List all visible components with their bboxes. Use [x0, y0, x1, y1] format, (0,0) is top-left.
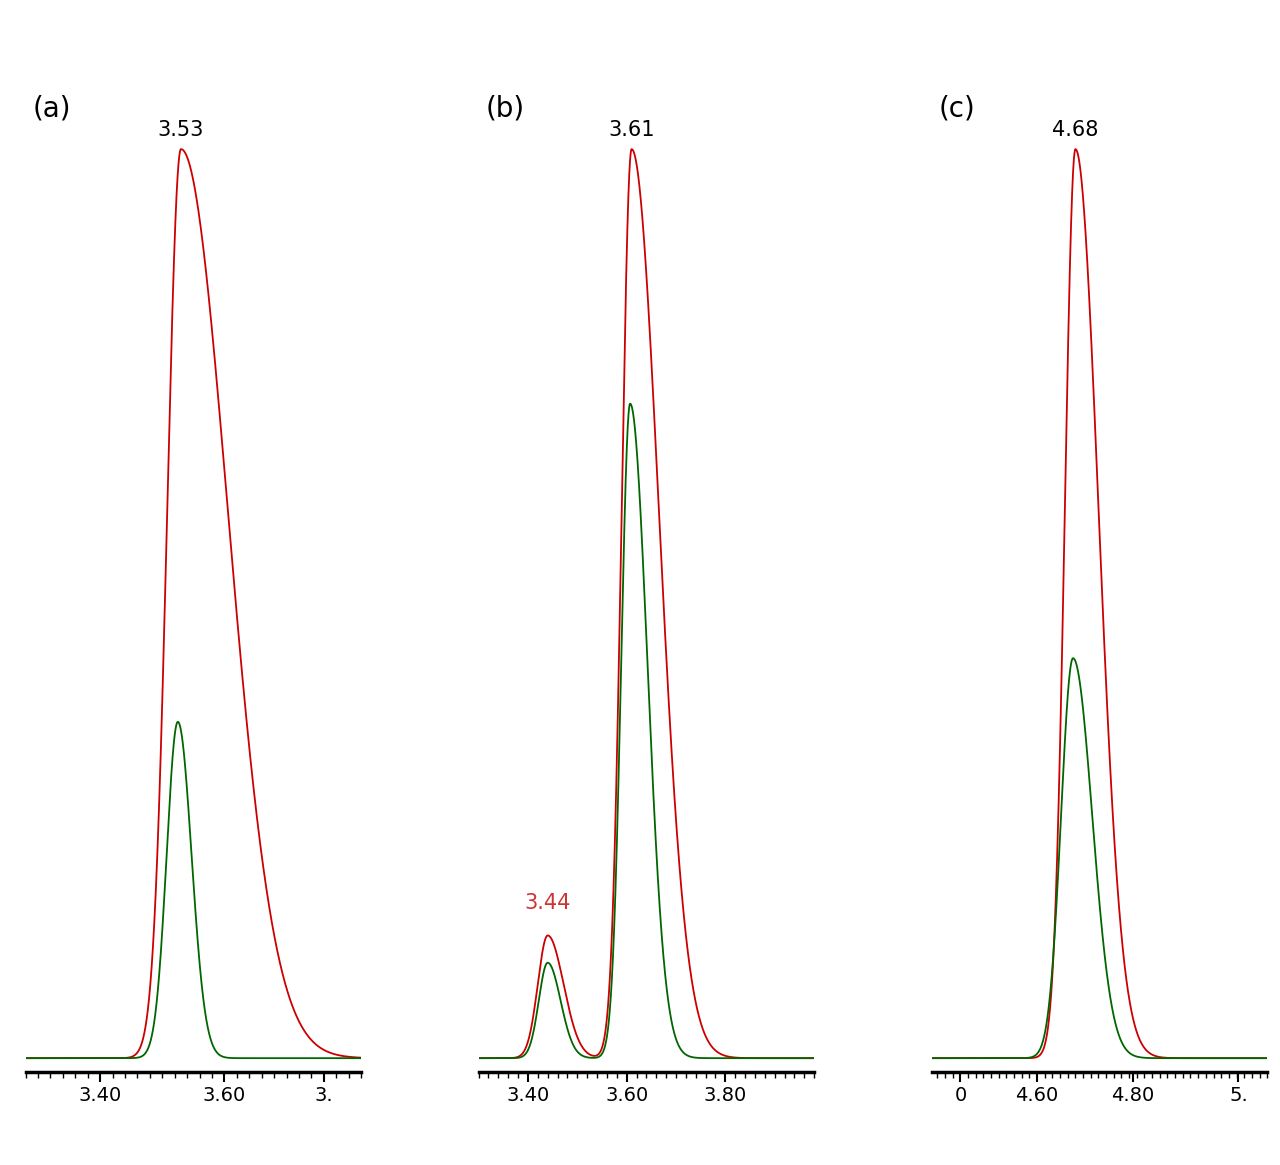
Text: 3.53: 3.53 — [157, 120, 204, 140]
Text: (a): (a) — [32, 94, 70, 122]
Text: (b): (b) — [485, 94, 525, 122]
Text: (c): (c) — [938, 94, 975, 122]
Text: 3.61: 3.61 — [608, 120, 655, 140]
Text: 4.68: 4.68 — [1052, 120, 1098, 140]
Text: 3.44: 3.44 — [525, 892, 571, 912]
